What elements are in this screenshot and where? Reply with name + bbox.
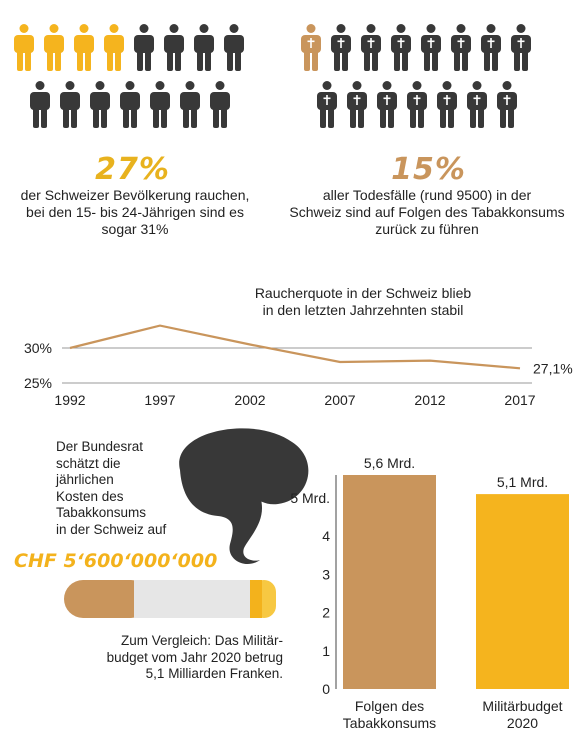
deaths-percentage: 15% — [391, 152, 466, 187]
deaths-icon-group — [301, 24, 531, 128]
person-cross-icon — [361, 24, 381, 71]
line-chart-title-line: in den letzten Jahrzehnten stabil — [262, 302, 464, 318]
person-icon — [120, 81, 140, 128]
cost-description-line: Tabakkonsums — [56, 505, 147, 520]
bar-value-label: 5,1 Mrd. — [497, 474, 548, 490]
person-icon — [150, 81, 170, 128]
comparison-note-line: 5,1 Milliarden Franken. — [145, 666, 283, 681]
smokers-description-line: bei den 15- bis 24-Jährigen sind es — [26, 204, 244, 220]
cost-amount: CHF 5‘600‘000‘000 — [14, 550, 218, 572]
x-tick-label: 2012 — [414, 392, 445, 408]
smokers-description: der Schweizer Bevölkerung rauchen, bei d… — [0, 187, 270, 238]
cost-description-line: Kosten des — [56, 488, 124, 504]
cost-description-line: in der Schweiz auf — [56, 521, 167, 537]
smoke-icon — [179, 428, 309, 565]
line-chart-title-line: Raucherquote in der Schweiz blieb — [254, 285, 472, 301]
cost-description-line: schätzt die — [56, 455, 121, 471]
cost-description-line: jährlichen — [56, 472, 114, 487]
person-icon — [134, 24, 154, 71]
end-value-label: 27,1% — [533, 360, 573, 376]
category-label: Militärbudget — [482, 698, 562, 714]
y-tick-label: 1 — [322, 643, 330, 659]
person-cross-icon — [421, 24, 441, 71]
person-cross-icon — [467, 81, 487, 128]
smoking-rate-line-chart: 25% 30% 1992 1997 2002 2007 2012 2017 27,1% — [24, 324, 573, 408]
person-cross-icon — [317, 81, 337, 128]
y-tick-label: 30% — [24, 340, 52, 356]
person-cross-icon — [347, 81, 367, 128]
cost-description-line: Der Bundesrat — [56, 439, 144, 454]
person-icon — [180, 81, 200, 128]
person-cross-icon — [391, 24, 411, 71]
smokers-icon-group — [14, 24, 244, 128]
comparison-note-line: Zum Vergleich: Das Militär- — [120, 633, 283, 648]
series-line — [69, 324, 521, 370]
person-icon — [60, 81, 80, 128]
person-cross-icon — [331, 24, 351, 71]
cost-bar-chart: 0 1 2 3 4 5 Mrd. 5,6 Mrd. Folgen desTabakkonsum… — [290, 455, 569, 731]
person-cross-icon — [377, 81, 397, 128]
person-icon — [210, 81, 230, 128]
category-label: Tabakkonsums — [343, 715, 436, 731]
cost-description: Der Bundesrat schätzt die jährlichen Kos… — [56, 439, 206, 538]
deaths-description-line: aller Todesfälle (rund 9500) in der — [322, 187, 532, 203]
line-chart-title: Raucherquote in der Schweiz blieb in den… — [228, 285, 498, 319]
deaths-description: aller Todesfälle (rund 9500) in der Schw… — [268, 187, 582, 238]
smokers-description-line: der Schweizer Bevölkerung rauchen, — [20, 187, 250, 203]
smokers-description-line: sogar 31% — [101, 221, 169, 237]
person-icon — [44, 24, 64, 71]
y-tick-label: 25% — [24, 375, 52, 391]
person-icon — [194, 24, 214, 71]
person-icon — [224, 24, 244, 71]
cigarette-icon — [64, 580, 276, 618]
person-icon — [14, 24, 34, 71]
y-tick-label: 3 — [322, 566, 330, 582]
smokers-percentage: 27% — [95, 152, 170, 187]
x-tick-label: 2002 — [234, 392, 265, 408]
person-cross-icon — [481, 24, 501, 71]
y-tick-label: 2 — [322, 605, 330, 621]
person-icon — [30, 81, 50, 128]
person-cross-icon — [437, 81, 457, 128]
y-tick-label: 4 — [322, 528, 330, 544]
x-tick-label: 2007 — [324, 392, 355, 408]
person-cross-icon — [497, 81, 517, 128]
x-tick-label: 1997 — [144, 392, 175, 408]
y-tick-label: 0 — [322, 681, 330, 697]
person-icon — [90, 81, 110, 128]
person-icon — [164, 24, 184, 71]
person-icon — [104, 24, 124, 71]
person-cross-icon — [451, 24, 471, 71]
x-tick-label: 1992 — [54, 392, 85, 408]
comparison-note: Zum Vergleich: Das Militär- budget vom J… — [78, 633, 283, 683]
person-cross-icon — [301, 24, 321, 71]
person-cross-icon — [511, 24, 531, 71]
person-icon — [74, 24, 94, 71]
bar — [343, 475, 436, 689]
comparison-note-line: budget vom Jahr 2020 betrug — [106, 649, 283, 665]
x-tick-label: 2017 — [504, 392, 535, 408]
category-label: Folgen des — [355, 698, 424, 714]
category-label: 2020 — [507, 715, 538, 731]
bar-value-label: 5,6 Mrd. — [364, 455, 415, 471]
person-cross-icon — [407, 81, 427, 128]
bar — [476, 494, 569, 689]
y-tick-label: 5 Mrd. — [290, 490, 330, 506]
deaths-description-line: Schweiz sind auf Folgen des Tabakkonsums — [289, 204, 565, 220]
deaths-description-line: zurück zu führen — [375, 221, 479, 237]
